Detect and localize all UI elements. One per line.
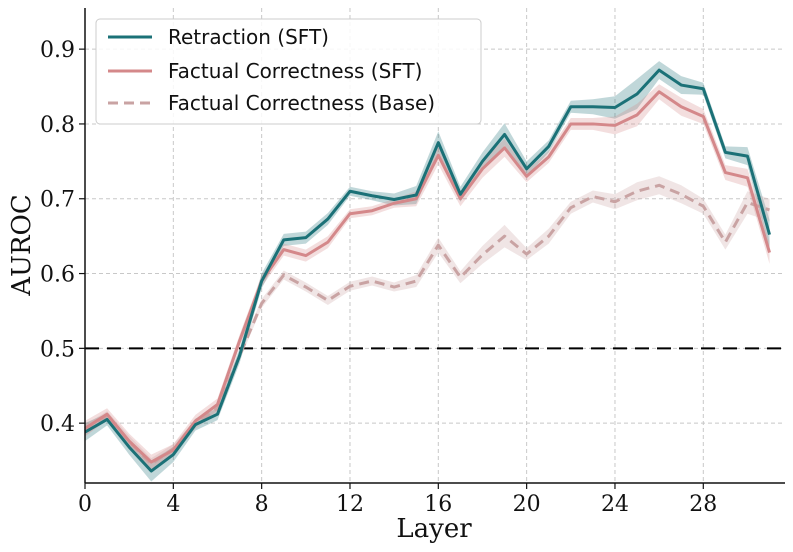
x-tick-label: 20 [513, 492, 541, 517]
legend-box [95, 18, 482, 125]
axes [79, 8, 785, 489]
y-tick-label: 0.9 [40, 38, 75, 63]
tick-labels: 0 4 8 12 16 20 24 28 0.4 0.5 0.6 0.7 0.8 0.9 [40, 38, 717, 517]
y-tick-label: 0.5 [40, 337, 75, 362]
legend: Retraction (SFT) Factual Correctness (SF… [95, 18, 482, 125]
x-tick-label: 4 [166, 492, 180, 517]
x-axis-label: Layer [396, 514, 472, 544]
x-tick-label: 24 [601, 492, 629, 517]
legend-entry-factual-sft: Factual Correctness (SFT) [108, 59, 422, 83]
x-tick-label: 16 [424, 492, 452, 517]
x-tick-label: 0 [78, 492, 92, 517]
series-line-2 [84, 183, 771, 466]
confidence-band-series-1 [85, 84, 770, 470]
legend-entry-retraction-sft: Retraction (SFT) [108, 25, 329, 49]
series-lines [84, 68, 771, 473]
x-tick-label: 8 [255, 492, 269, 517]
y-tick-label: 0.6 [40, 263, 75, 288]
series-line-0 [84, 68, 771, 473]
y-tick-label: 0.4 [40, 412, 75, 437]
y-tick-label: 0.8 [40, 113, 75, 138]
legend-label-factual-base: Factual Correctness (Base) [168, 91, 435, 115]
legend-label-factual-sft: Factual Correctness (SFT) [168, 59, 422, 83]
x-tick-label: 12 [336, 492, 364, 517]
legend-label-retraction-sft: Retraction (SFT) [168, 25, 329, 49]
legend-entry-factual-base: Factual Correctness (Base) [108, 91, 435, 115]
y-axis-label: AUROC [7, 194, 37, 296]
y-tick-label: 0.7 [40, 188, 75, 213]
series-line-1 [84, 90, 771, 464]
x-tick-label: 28 [689, 492, 717, 517]
